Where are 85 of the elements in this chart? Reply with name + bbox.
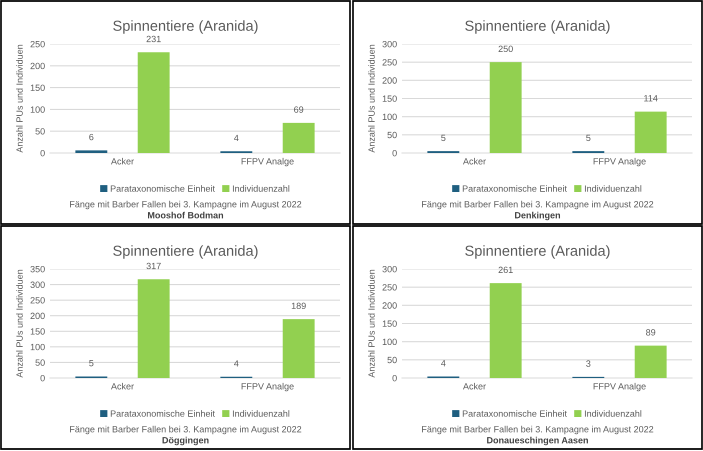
y-tick-label: 50 [387,356,397,364]
data-label: 4 [234,134,239,142]
legend-label: Parataxonomische Einheit [462,185,567,192]
chart-title: Spinnentiere (Aranida) [465,245,610,259]
data-label: 4 [441,360,446,366]
y-tick-label: 250 [30,297,45,304]
text: Fänge mit Barber Fallen bei 3. Kampagne im August 2022 [422,200,654,210]
data-label: 5 [586,134,590,142]
data-label: 69 [294,106,304,113]
text: Fänge mit Barber Fallen bei 3. Kampagne im August 2022 [422,426,654,434]
y-tick-label: 150 [382,320,397,327]
x-tick-label: Acker [462,382,486,390]
data-label: 5 [89,360,94,366]
y-tick-label: 300 [382,40,397,48]
text: Fänge mit Barber Fallen bei 3. Kampagne im August 2022 [70,426,302,434]
bar [634,346,667,378]
legend-label: Parataxonomische Einheit [110,410,215,417]
bar [490,62,522,153]
legend-label: Individuenzahl [584,410,642,417]
data-label: 3 [586,360,590,367]
y-tick-label: 100 [382,114,397,120]
y-tick-label: 50 [387,132,397,138]
bar [138,279,170,378]
text: Fänge mit Barber Fallen bei 3. Kampagne im August 2022 [70,200,302,210]
x-tick-label: Acker [462,158,486,164]
y-tick-label: 0 [392,150,397,156]
y-tick-label: 150 [30,84,45,91]
y-axis-title: Anzahl PUs und Individuen [368,270,375,378]
data-label: 4 [234,360,239,367]
y-tick-label: 250 [382,59,397,66]
data-label: 317 [146,262,161,270]
x-tick-label: FFPV Analge [242,158,294,166]
chart-title: Spinnentiere (Aranida) [113,245,258,259]
y-tick-label: 250 [382,284,397,291]
x-tick-label: FFPV Analge [594,382,646,392]
y-tick-label: 250 [30,40,45,48]
legend-label: Individuenzahl [232,185,290,192]
x-tick-label: FFPV Analge [242,382,294,392]
bar [634,112,667,153]
bar [138,52,170,153]
data-label: 189 [292,302,306,310]
y-tick-label: 200 [382,302,397,309]
data-label: 250 [498,46,513,52]
y-tick-label: 300 [30,282,45,288]
y-tick-label: 0 [392,374,397,382]
data-label: 6 [89,134,94,140]
text: Döggingen [162,436,209,446]
y-tick-label: 100 [30,344,45,350]
legend-label: Parataxonomische Einheit [462,410,567,417]
y-tick-label: 100 [30,106,45,113]
y-tick-label: 100 [382,338,397,346]
y-tick-label: 200 [30,62,45,70]
y-axis-title: Anzahl PUs und Individuen [16,270,23,378]
x-tick-label: FFPV Analge [594,158,646,166]
legend-label: Individuenzahl [232,410,290,417]
legend-label: Individuenzahl [584,185,642,192]
y-axis-title: Anzahl PUs und Individuen [16,44,23,153]
y-tick-label: 350 [30,266,45,272]
chart-title: Spinnentiere (Aranida) [465,20,610,34]
y-tick-label: 150 [30,328,45,335]
legend-label: Parataxonomische Einheit [110,185,215,192]
y-tick-label: 300 [382,266,397,272]
text: Denkingen [515,212,560,220]
bar [75,150,108,153]
y-tick-label: 50 [35,359,45,366]
data-label: 114 [644,95,658,102]
text: Donaueschingen Aasen [487,436,588,446]
chart-title: Spinnentiere (Aranida) [113,20,258,34]
bar [490,283,522,378]
text: Mooshof Bodman [148,212,224,218]
y-tick-label: 0 [40,374,45,382]
y-tick-label: 150 [382,95,397,102]
bar [282,122,315,153]
data-label: 261 [498,266,513,274]
y-tick-label: 200 [382,77,397,84]
bar [282,319,315,378]
y-axis-title: Anzahl PUs und Individuen [368,44,375,153]
data-label: 89 [646,329,656,336]
x-tick-label: Acker [110,382,134,390]
y-tick-label: 200 [30,312,45,320]
y-tick-label: 50 [35,128,45,135]
y-tick-label: 0 [40,150,45,156]
data-label: 231 [146,36,161,42]
x-tick-label: Acker [110,158,134,164]
data-label: 5 [441,134,446,142]
